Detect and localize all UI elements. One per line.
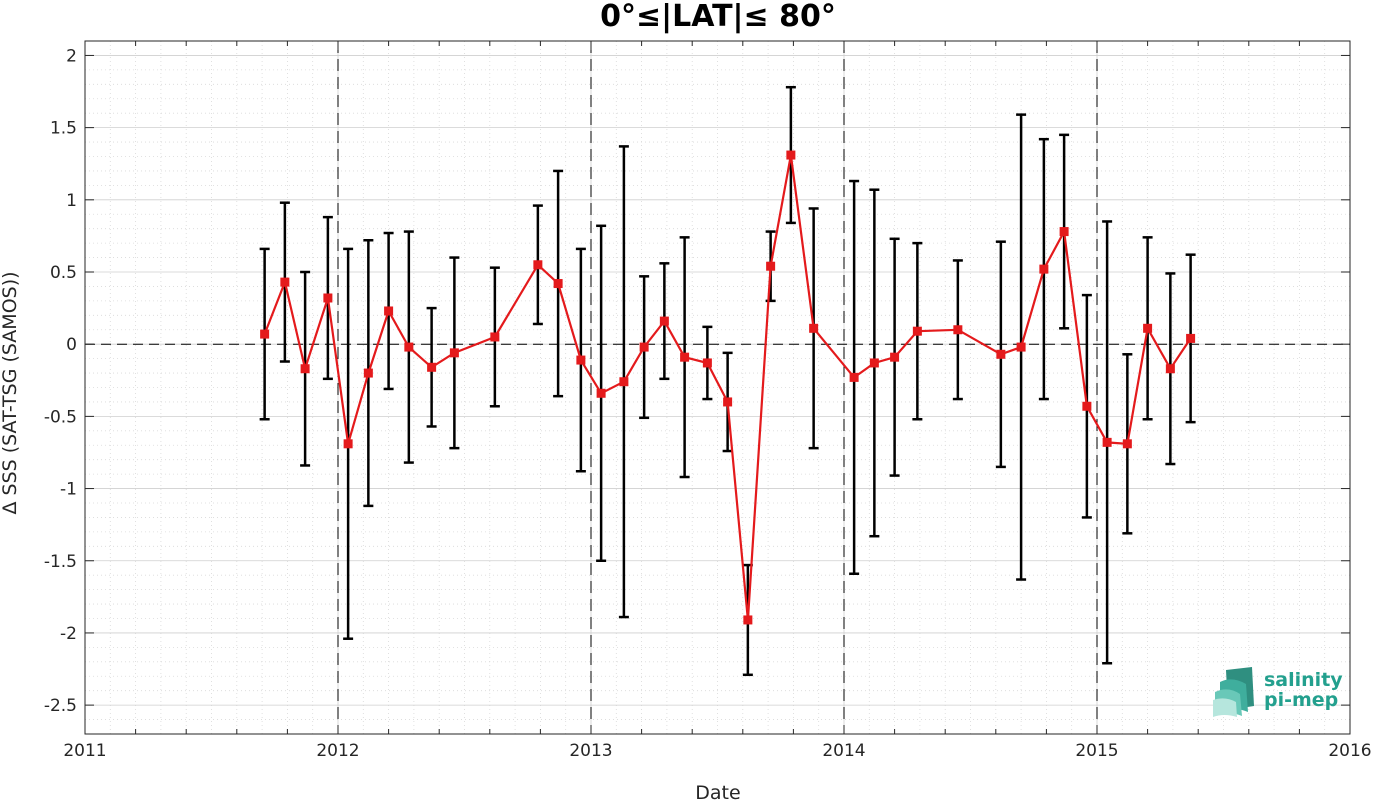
- series-line: [263, 154, 1192, 621]
- x-tick-label: 2012: [316, 741, 359, 761]
- data-point-marker: [1186, 333, 1196, 343]
- data-point-marker: [343, 439, 353, 449]
- x-tick-label: 2014: [822, 741, 865, 761]
- data-point-marker: [384, 306, 394, 316]
- data-point-marker: [849, 372, 859, 382]
- data-point-marker: [1165, 364, 1175, 374]
- x-axis-label: Date: [695, 782, 740, 801]
- data-point-marker: [490, 332, 500, 342]
- data-point-marker: [404, 342, 414, 352]
- logo-text-salinity: salinity: [1264, 669, 1343, 691]
- data-point-marker: [1082, 401, 1092, 411]
- y-tick-label: 1: [66, 191, 77, 211]
- data-point-marker: [890, 352, 900, 362]
- y-tick-label: -0.5: [44, 407, 77, 427]
- axes-box: [84, 40, 1351, 735]
- data-point-marker: [1059, 227, 1069, 237]
- data-point-marker: [743, 615, 753, 625]
- x-tick-label: 2015: [1075, 741, 1118, 761]
- data-point-marker: [323, 293, 333, 303]
- y-tick-label: -1.5: [44, 552, 77, 572]
- data-point-marker: [639, 342, 649, 352]
- axis-ticks: [84, 41, 1351, 734]
- x-tick-label: 2016: [1328, 741, 1371, 761]
- data-point-marker: [1039, 264, 1049, 274]
- y-axis-label: Δ SSS (SAT-TSG (SAMOS)): [0, 271, 21, 514]
- y-tick-label: 1.5: [50, 119, 77, 139]
- data-point-marker: [427, 362, 437, 372]
- data-point-marker: [619, 377, 629, 387]
- data-point-marker: [596, 388, 606, 398]
- data-point-marker: [449, 348, 459, 358]
- data-point-marker: [300, 364, 310, 374]
- y-tick-label: 0.5: [50, 263, 77, 283]
- y-tick-label: -1: [60, 480, 77, 500]
- data-point-marker: [953, 325, 963, 335]
- x-tick-label: 2011: [63, 741, 106, 761]
- y-tick-label: 2: [66, 46, 77, 66]
- data-point-marker: [280, 277, 290, 287]
- data-point-marker: [1143, 323, 1153, 333]
- data-point-marker: [786, 150, 796, 160]
- data-point-marker: [1122, 439, 1132, 449]
- logo-text-pi-mep: pi-mep: [1264, 689, 1338, 711]
- y-tick-label: -2: [60, 624, 77, 644]
- data-point-marker: [723, 397, 733, 407]
- data-point-marker: [996, 349, 1006, 359]
- data-point-marker: [912, 326, 922, 336]
- data-point-marker: [702, 358, 712, 368]
- data-point-marker: [363, 368, 373, 378]
- data-markers: [260, 150, 1196, 625]
- y-tick-label: 0: [66, 335, 77, 355]
- data-point-marker: [766, 261, 776, 271]
- wave-logo-icon: [1213, 667, 1254, 717]
- x-tick-labels: 2011 2012 2013 2014 2015 2016: [63, 741, 1371, 761]
- data-point-marker: [553, 279, 563, 289]
- data-point-marker: [809, 323, 819, 333]
- error-bars: [259, 85, 1196, 677]
- x-tick-label: 2013: [569, 741, 612, 761]
- year-dividers: [337, 41, 1098, 734]
- data-point-marker: [576, 355, 586, 365]
- data-point-marker: [1016, 342, 1026, 352]
- data-point-marker: [260, 329, 270, 339]
- y-tick-labels: 2 1.5 1 0.5 0 -0.5 -1 -1.5 -2 -2.5: [44, 46, 77, 716]
- y-tick-label: -2.5: [44, 696, 77, 716]
- data-point-marker: [1102, 437, 1112, 447]
- data-point-marker: [659, 316, 669, 326]
- data-point-marker: [680, 352, 690, 362]
- salinity-pi-mep-logo: salinity pi-mep: [1213, 667, 1343, 717]
- chart-title: 0°≤|LAT|≤ 80°: [600, 0, 836, 34]
- data-point-marker: [869, 358, 879, 368]
- data-point-marker: [533, 260, 543, 270]
- grid: [84, 40, 1351, 735]
